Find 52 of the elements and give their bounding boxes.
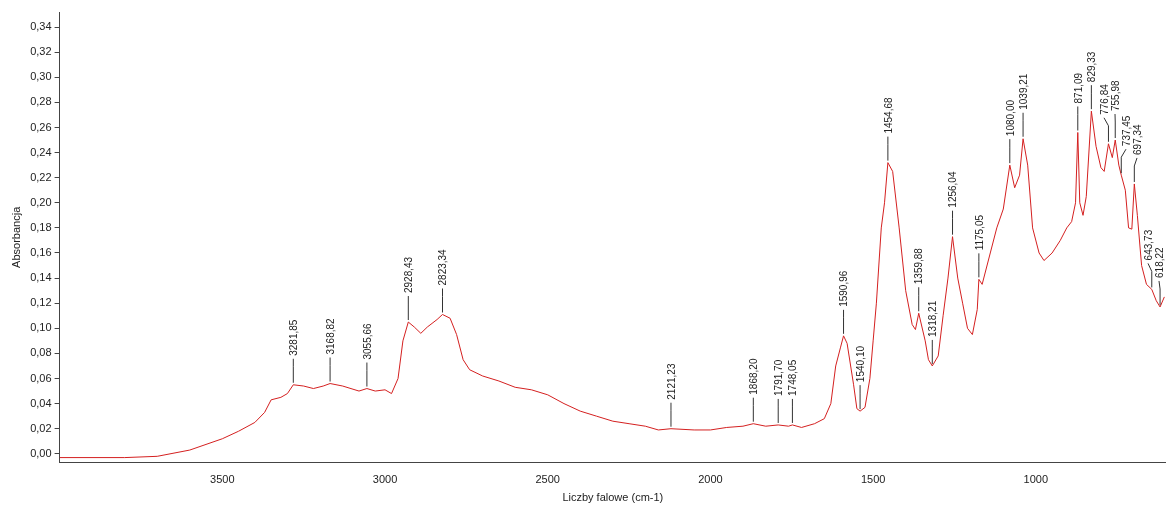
annotation: 697,34 [1131,123,1143,155]
annotation: 1175,05 [973,214,985,251]
y-tick-label: 0,02 [30,421,52,434]
y-tick-label: 0,00 [30,446,52,459]
y-tick-label: 0,12 [30,296,52,309]
annotation: 755,98 [1109,80,1121,112]
annotation: 1590,96 [838,270,850,307]
annotation: 829,33 [1086,51,1098,83]
y-tick-label: 0,06 [30,371,52,384]
annotation: 737,45 [1120,115,1132,147]
x-tick-label: 3000 [372,473,398,486]
x-axis-title: Liczby falowe (cm-1) [562,491,664,504]
x-tick-label: 1000 [1023,473,1049,486]
annotation: 776,84 [1098,83,1110,115]
y-tick-label: 0,22 [30,170,52,183]
y-tick-label: 0,32 [30,45,52,58]
annotation: 1359,88 [913,247,925,285]
x-tick-label: 1500 [860,473,886,486]
x-tick-label: 2500 [535,473,560,486]
annotation: 2823,34 [437,248,449,286]
annotation: 1318,21 [927,300,939,337]
annotation: 1748,05 [787,359,799,396]
y-tick-label: 0,24 [30,145,52,158]
annotation: 1791,70 [772,359,784,396]
annotation: 3055,66 [361,322,373,360]
y-tick-label: 0,08 [30,346,52,359]
annotation: 3281,85 [288,319,300,356]
y-axis-title: Absorbancja [9,205,22,268]
y-tick-label: 0,34 [30,20,52,33]
x-tick-label: 3500 [210,473,235,486]
annotation: 1080,00 [1004,99,1016,137]
annotation: 3168,82 [324,317,336,355]
y-tick-label: 0,18 [30,220,52,233]
y-tick-label: 0,04 [30,396,52,409]
annotation: 1039,21 [1017,73,1029,110]
annotation: 2928,43 [403,256,415,294]
x-tick-label: 2000 [698,473,723,486]
annotation: 871,09 [1072,72,1084,104]
annotation: 2121,23 [665,363,677,400]
annotation: 1454,68 [882,97,894,134]
annotation: 618,22 [1153,246,1165,278]
y-tick-label: 0,16 [30,246,52,259]
annotation: 1540,10 [854,345,866,383]
annotation: 643,73 [1142,229,1154,261]
annotation: 1256,04 [947,171,959,208]
y-tick-label: 0,30 [30,70,52,83]
annotation: 1868,20 [748,358,760,395]
y-tick-label: 0,26 [30,120,52,133]
y-tick-label: 0,20 [30,195,52,208]
y-tick-label: 0,28 [30,95,52,108]
y-tick-label: 0,10 [30,321,52,334]
y-tick-label: 0,14 [30,271,52,284]
